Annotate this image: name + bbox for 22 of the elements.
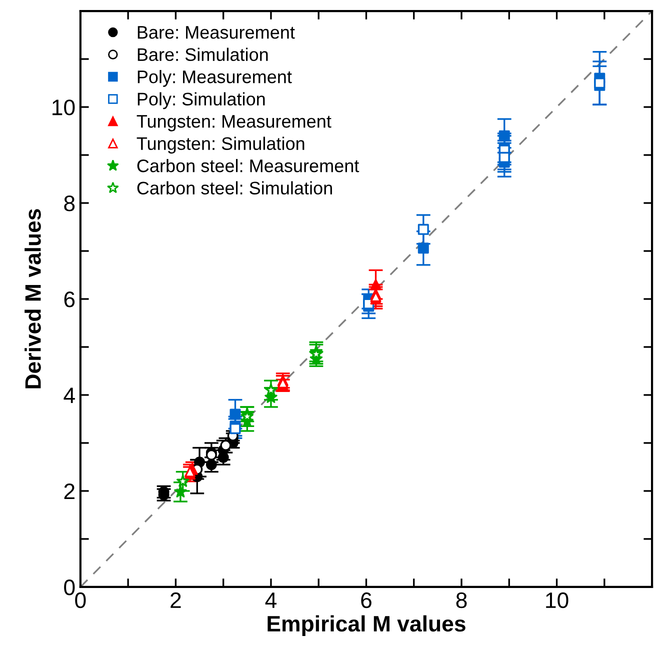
x-tick-label: 0 — [75, 592, 86, 608]
x-tick-label: 2 — [170, 592, 181, 608]
x-tick-label: 4 — [265, 592, 277, 608]
x-axis-title: Empirical M values — [268, 615, 466, 636]
y-tick-label: 2 — [64, 484, 74, 500]
x-tick-label: 10 — [546, 592, 568, 608]
y-tick-label: 6 — [64, 292, 75, 308]
legend-label: Tungsten: Measurement — [136, 115, 332, 132]
x-tick-label: 8 — [456, 592, 467, 608]
y-tick-label: 4 — [64, 388, 75, 404]
legend-label: Bare: Simulation — [138, 48, 268, 62]
y-tick-label: 10 — [52, 100, 75, 116]
legend-label: Poly: Measurement — [138, 70, 292, 87]
legend-label: Tungsten: Simulation — [136, 136, 304, 154]
legend-label: Bare: Measurement — [138, 26, 295, 39]
legend-label: Poly: Simulation — [138, 92, 265, 110]
y-tick-label: 8 — [64, 196, 75, 212]
y-axis-title: Derived M values — [24, 209, 41, 388]
legend-label: Carbon steel: Simulation — [137, 181, 332, 194]
y-tick-label: 0 — [64, 579, 75, 596]
legend-label: Carbon steel: Measurement — [137, 158, 360, 172]
x-tick-label: 6 — [361, 592, 372, 608]
